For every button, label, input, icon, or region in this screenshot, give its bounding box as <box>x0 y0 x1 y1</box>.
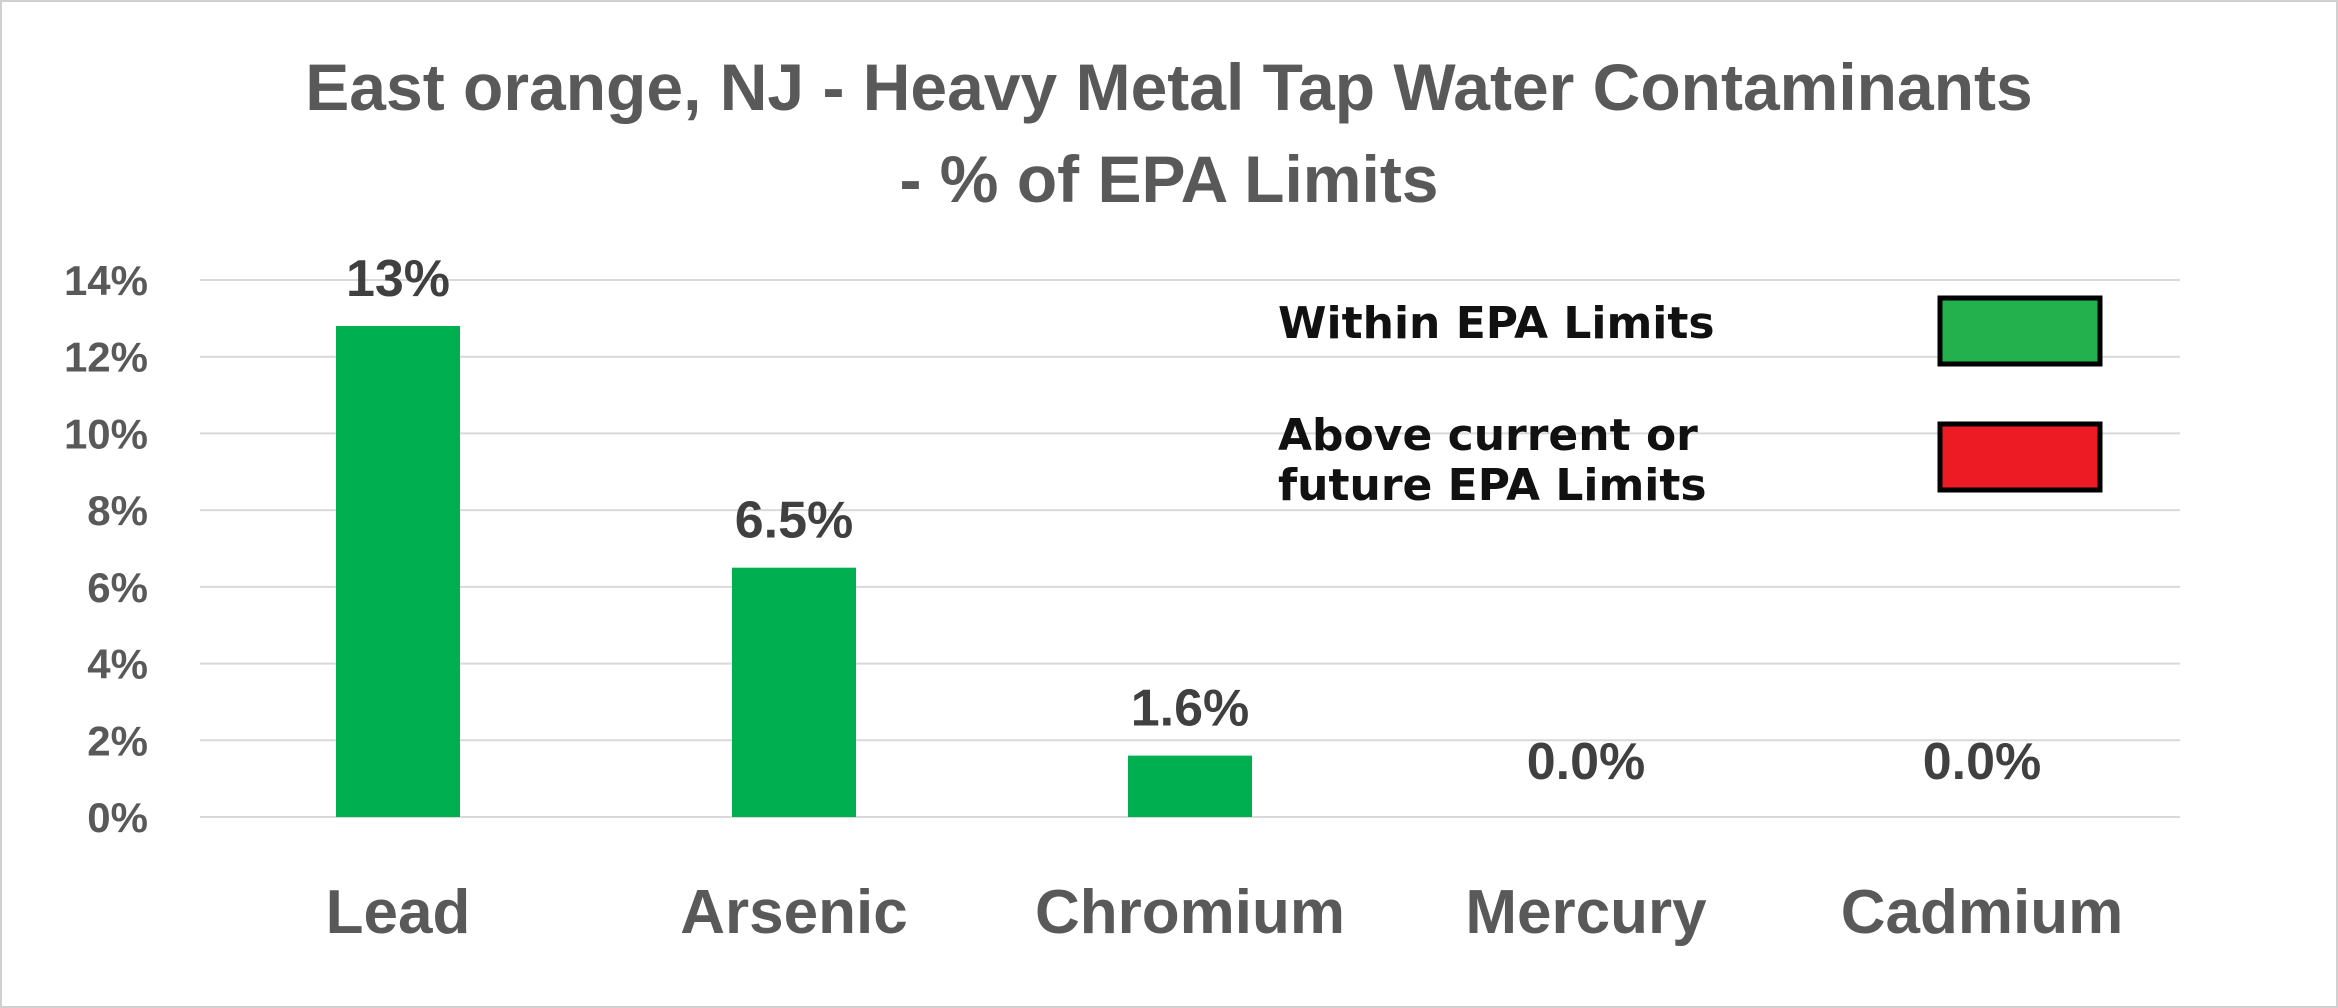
x-category-label: Chromium <box>1035 878 1345 947</box>
x-category-label: Mercury <box>1465 878 1707 947</box>
y-tick-label: 8% <box>87 487 148 534</box>
chart-title-line-2: - % of EPA Limits <box>899 142 1438 216</box>
y-tick-label: 6% <box>87 564 148 611</box>
data-label: 0.0% <box>1923 733 2042 791</box>
bar <box>336 326 460 817</box>
x-category-label: Lead <box>326 878 471 947</box>
data-label: 1.6% <box>1131 680 1250 738</box>
chart-title-line-1: East orange, NJ - Heavy Metal Tap Water … <box>305 50 2032 124</box>
gridlines <box>200 279 2180 818</box>
legend: Within EPA Limits Above current orfuture … <box>1278 295 2103 511</box>
y-tick-label: 0% <box>87 794 148 841</box>
y-tick-label: 10% <box>64 410 148 457</box>
data-label: 6.5% <box>735 492 854 550</box>
x-axis-categories: Lead Arsenic Chromium Mercury Cadmium <box>326 878 2124 947</box>
y-tick-label: 14% <box>64 257 148 304</box>
legend-label: future EPA Limits <box>1278 460 1707 511</box>
bar <box>732 567 856 817</box>
x-category-label: Arsenic <box>680 878 907 947</box>
y-tick-label: 4% <box>87 641 148 688</box>
bars <box>336 326 1252 817</box>
x-category-label: Cadmium <box>1841 878 2123 947</box>
legend-label: Within EPA Limits <box>1278 298 1715 349</box>
data-label: 0.0% <box>1527 733 1646 791</box>
legend-swatch <box>1937 421 2103 493</box>
y-axis-ticks: 0% 2% 4% 6% 8% 10% 12% 14% <box>64 257 148 841</box>
data-label: 13% <box>346 250 450 308</box>
data-labels: 13% 6.5% 1.6% 0.0% 0.0% <box>346 250 2041 791</box>
y-tick-label: 2% <box>87 717 148 764</box>
legend-label: Above current or <box>1278 410 1698 461</box>
bar <box>1128 755 1252 817</box>
legend-swatch <box>1937 295 2103 367</box>
y-tick-label: 12% <box>64 334 148 381</box>
